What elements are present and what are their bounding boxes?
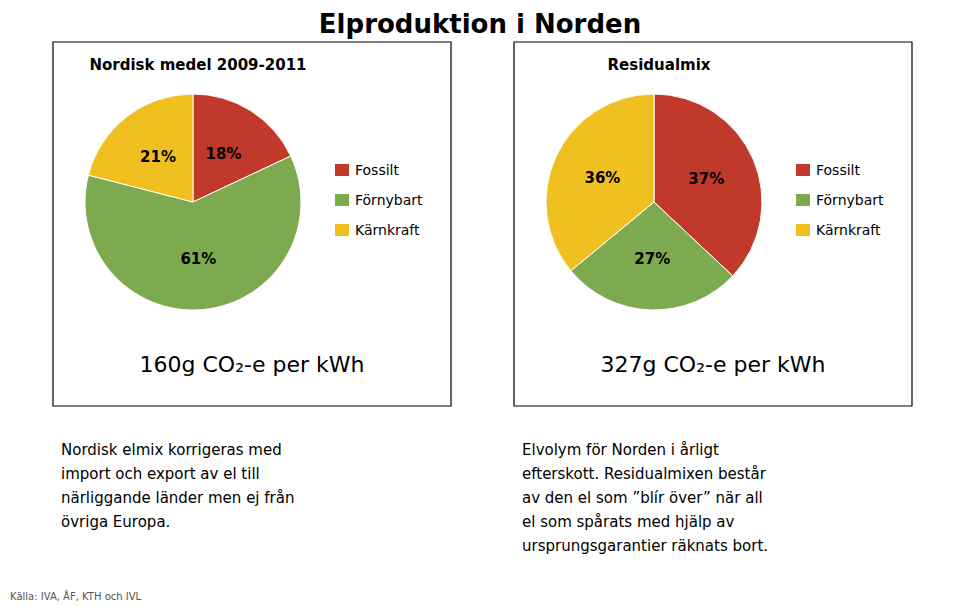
svg-text:61%: 61%	[180, 250, 216, 268]
svg-text:Källa: IVA, ÅF, KTH och IVL: Källa: IVA, ÅF, KTH och IVL	[10, 590, 142, 602]
svg-text:av den el som ”blír över” när: av den el som ”blír över” när all	[522, 489, 763, 507]
svg-text:Kärnkraft: Kärnkraft	[355, 222, 420, 238]
svg-text:21%: 21%	[140, 148, 176, 166]
svg-text:närliggande länder men ej från: närliggande länder men ej från	[61, 489, 294, 507]
svg-text:efterskott. Residualmixen best: efterskott. Residualmixen består	[522, 465, 767, 483]
svg-text:36%: 36%	[584, 169, 620, 187]
svg-text:Fossilt: Fossilt	[355, 162, 399, 178]
svg-text:Nordisk medel 2009-2011: Nordisk medel 2009-2011	[89, 56, 306, 74]
svg-text:18%: 18%	[206, 145, 242, 163]
svg-text:Förnybart: Förnybart	[355, 192, 423, 208]
svg-text:Nordisk elmix korrigeras med: Nordisk elmix korrigeras med	[61, 441, 282, 459]
svg-text:Elvolym för Norden i årligt: Elvolym för Norden i årligt	[522, 441, 719, 459]
svg-text:ursprungsgarantier räknats bor: ursprungsgarantier räknats bort.	[522, 537, 768, 555]
svg-text:Fossilt: Fossilt	[816, 162, 860, 178]
svg-text:import och export av el till: import och export av el till	[61, 465, 260, 483]
svg-text:Elproduktion i Norden: Elproduktion i Norden	[319, 9, 641, 39]
svg-text:327g CO₂-e per kWh: 327g CO₂-e per kWh	[601, 352, 826, 377]
svg-text:Förnybart: Förnybart	[816, 192, 884, 208]
svg-text:37%: 37%	[688, 170, 724, 188]
svg-text:Kärnkraft: Kärnkraft	[816, 222, 881, 238]
svg-text:övriga Europa.: övriga Europa.	[61, 513, 170, 531]
svg-text:27%: 27%	[634, 250, 670, 268]
svg-text:el som spårats med hjälp av: el som spårats med hjälp av	[522, 513, 735, 531]
svg-text:Residualmix: Residualmix	[608, 56, 711, 74]
svg-text:160g CO₂-e per kWh: 160g CO₂-e per kWh	[140, 352, 365, 377]
